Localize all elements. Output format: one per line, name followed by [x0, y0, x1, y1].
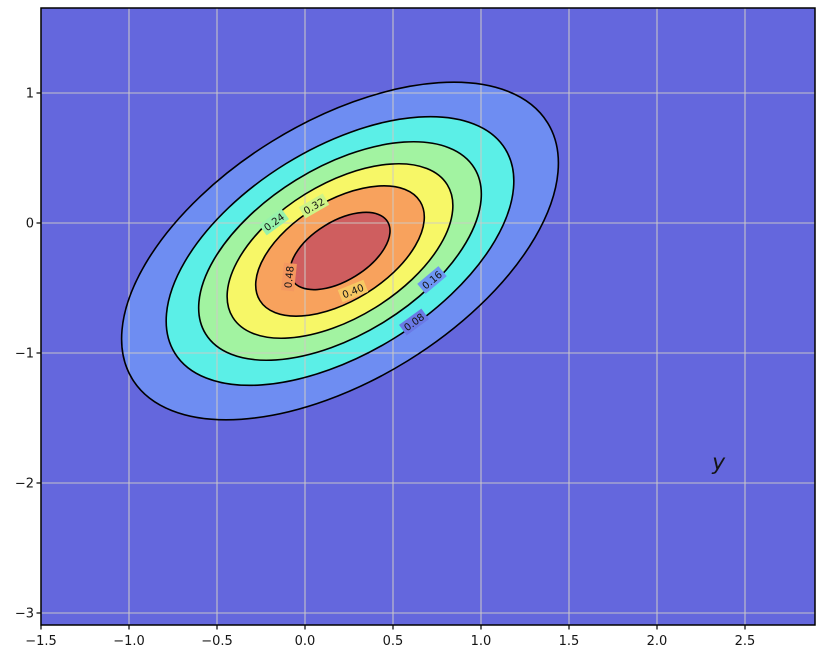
y-tick-label: −1 — [15, 347, 34, 362]
contour-line-0.24 — [197, 140, 483, 362]
contour-band-0.48 — [289, 212, 391, 290]
contour-line-0.16 — [165, 115, 515, 387]
contour-label-gap — [417, 266, 447, 294]
x-tick-label: 1.5 — [559, 634, 580, 649]
contour-label-gap — [337, 279, 369, 303]
x-tick-label: −1.5 — [25, 634, 57, 649]
contour-label-gap — [259, 208, 289, 236]
axes-frame — [40, 7, 816, 626]
x-tick-label: 2.5 — [735, 634, 756, 649]
contour-label-0.48: 0.48 — [281, 262, 297, 292]
contour-line-0.32 — [226, 162, 454, 340]
contour-label-gap — [281, 262, 297, 292]
x-tick-label: 2.0 — [647, 634, 668, 649]
contour-label-text: 0.48 — [283, 265, 296, 288]
contour-fill-layer — [121, 82, 559, 420]
axes-frame-layer: −1.5 −1.0 −0.5 0.0 0.5 1.0 1.5 2.0 2.5 1 0 −1 −2 −3 — [15, 7, 816, 649]
x-tick-label: 0.5 — [383, 634, 404, 649]
x-tick-label: −0.5 — [201, 634, 233, 649]
x-tick-label: −1.0 — [113, 634, 145, 649]
annotation-y: y — [711, 451, 726, 476]
x-tick-label: 1.0 — [471, 634, 492, 649]
contour-line-layer — [120, 81, 560, 421]
contour-label-gap — [399, 308, 429, 336]
y-tick-label: 0 — [26, 217, 34, 232]
y-tick-label: −2 — [15, 477, 34, 492]
y-tick-label: 1 — [26, 87, 34, 102]
y-tick-label: −3 — [15, 607, 34, 622]
contour-line-0.08 — [120, 81, 560, 421]
contour-label-gap — [298, 193, 330, 219]
x-tick-label: 0.0 — [295, 634, 316, 649]
